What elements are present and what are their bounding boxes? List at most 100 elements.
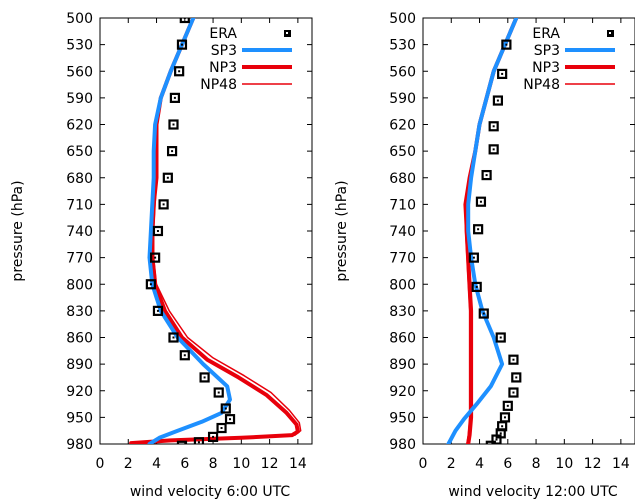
y-tick-label: 620: [66, 118, 93, 134]
era-marker: [179, 18, 190, 24]
era-marker: [207, 431, 219, 442]
era-marker-dot: [149, 283, 152, 286]
era-marker: [502, 400, 513, 411]
y-tick-label: 560: [66, 64, 93, 80]
era-marker: [508, 354, 519, 365]
y-tick-label: 500: [389, 11, 416, 27]
era-marker: [169, 92, 181, 103]
era-marker: [473, 224, 484, 235]
y-tick-label: 860: [66, 331, 93, 347]
era-marker-dot: [503, 416, 506, 419]
y-tick-label: 500: [66, 11, 93, 27]
legend-label: NP3: [532, 60, 560, 76]
x-tick-label: 6: [180, 456, 189, 472]
era-marker-dot: [505, 43, 508, 46]
era-marker-dot: [495, 438, 498, 441]
era-marker: [216, 422, 227, 434]
y-tick-label: 650: [389, 144, 416, 160]
x-axis-label: wind velocity 12:00 UTC: [448, 484, 617, 500]
y-tick-label: 680: [66, 171, 93, 187]
x-tick-label: 10: [555, 456, 573, 472]
era-marker-dot: [181, 445, 183, 447]
y-tick-label: 800: [389, 277, 416, 293]
y-tick-label: 590: [389, 91, 416, 107]
era-marker: [158, 199, 169, 210]
era-marker-dot: [490, 445, 492, 447]
x-tick-label: 2: [447, 456, 456, 472]
era-marker: [491, 434, 502, 444]
series-group: [446, 18, 522, 447]
y-tick-label: 530: [66, 38, 93, 54]
legend-label: NP48: [200, 77, 237, 93]
y-tick-label: 770: [389, 251, 416, 267]
y-tick-label: 800: [66, 277, 93, 293]
legend-marker-dot: [286, 32, 288, 34]
y-tick-label: 770: [66, 251, 93, 267]
y-tick-label: 740: [66, 224, 93, 240]
x-tick-label: 8: [209, 456, 218, 472]
y-tick-label: 980: [389, 437, 416, 453]
era-marker: [213, 387, 224, 398]
era-marker: [492, 95, 504, 106]
era-marker: [475, 196, 487, 207]
y-tick-label: 680: [389, 171, 416, 187]
era-marker: [179, 350, 190, 361]
era-marker-dot: [166, 176, 169, 179]
era-marker: [145, 279, 156, 290]
era-marker-dot: [156, 309, 159, 312]
era-marker-dot: [172, 336, 175, 339]
x-tick-label: 6: [503, 456, 512, 472]
y-axis-label: pressure (hPa): [334, 180, 350, 281]
y-tick-label: 590: [66, 91, 93, 107]
y-tick-label: 950: [66, 410, 93, 426]
y-tick-label: 890: [66, 357, 93, 373]
era-marker-dot: [479, 200, 482, 203]
x-tick-label: 0: [419, 456, 428, 472]
era-marker-dot: [501, 425, 504, 428]
era-marker-dot: [492, 148, 495, 151]
era-marker-dot: [212, 435, 215, 438]
era-marker-dot: [499, 336, 502, 339]
x-tick-label: 8: [532, 456, 541, 472]
era-marker: [511, 372, 522, 383]
series-line-sp3: [147, 18, 232, 444]
x-tick-label: 14: [612, 456, 630, 472]
era-marker-dot: [180, 43, 183, 46]
era-marker: [150, 252, 161, 263]
era-marker: [168, 119, 179, 130]
series-group: [129, 18, 302, 447]
era-marker-dot: [229, 418, 232, 421]
era-marker: [152, 225, 164, 237]
era-marker: [508, 387, 519, 398]
era-marker-dot: [217, 391, 220, 394]
x-tick-label: 14: [289, 456, 307, 472]
era-marker-dot: [499, 432, 502, 435]
era-marker: [166, 146, 178, 157]
y-axis-label: pressure (hPa): [10, 180, 26, 281]
era-marker-dot: [512, 358, 515, 361]
era-marker-dot: [485, 174, 488, 177]
y-tick-label: 530: [389, 38, 416, 54]
era-marker-dot: [482, 312, 485, 315]
y-tick-label: 890: [389, 357, 416, 373]
era-marker-dot: [492, 125, 495, 128]
era-marker-dot: [224, 407, 227, 410]
era-marker: [152, 305, 164, 316]
era-marker-dot: [515, 376, 518, 379]
era-marker: [478, 308, 489, 319]
legend-label: ERA: [209, 26, 237, 42]
legend-marker-dot: [609, 32, 611, 34]
era-marker-dot: [178, 70, 181, 73]
y-tick-label: 620: [389, 118, 416, 134]
era-marker-dot: [512, 391, 515, 394]
era-marker: [471, 281, 482, 293]
era-marker-dot: [173, 96, 176, 99]
y-tick-label: 950: [389, 410, 416, 426]
era-marker: [174, 66, 185, 77]
y-tick-label: 740: [389, 224, 416, 240]
legend-label: NP3: [209, 60, 237, 76]
era-marker-dot: [172, 123, 175, 126]
era-marker-dot: [501, 72, 504, 75]
era-marker-dot: [496, 99, 499, 102]
